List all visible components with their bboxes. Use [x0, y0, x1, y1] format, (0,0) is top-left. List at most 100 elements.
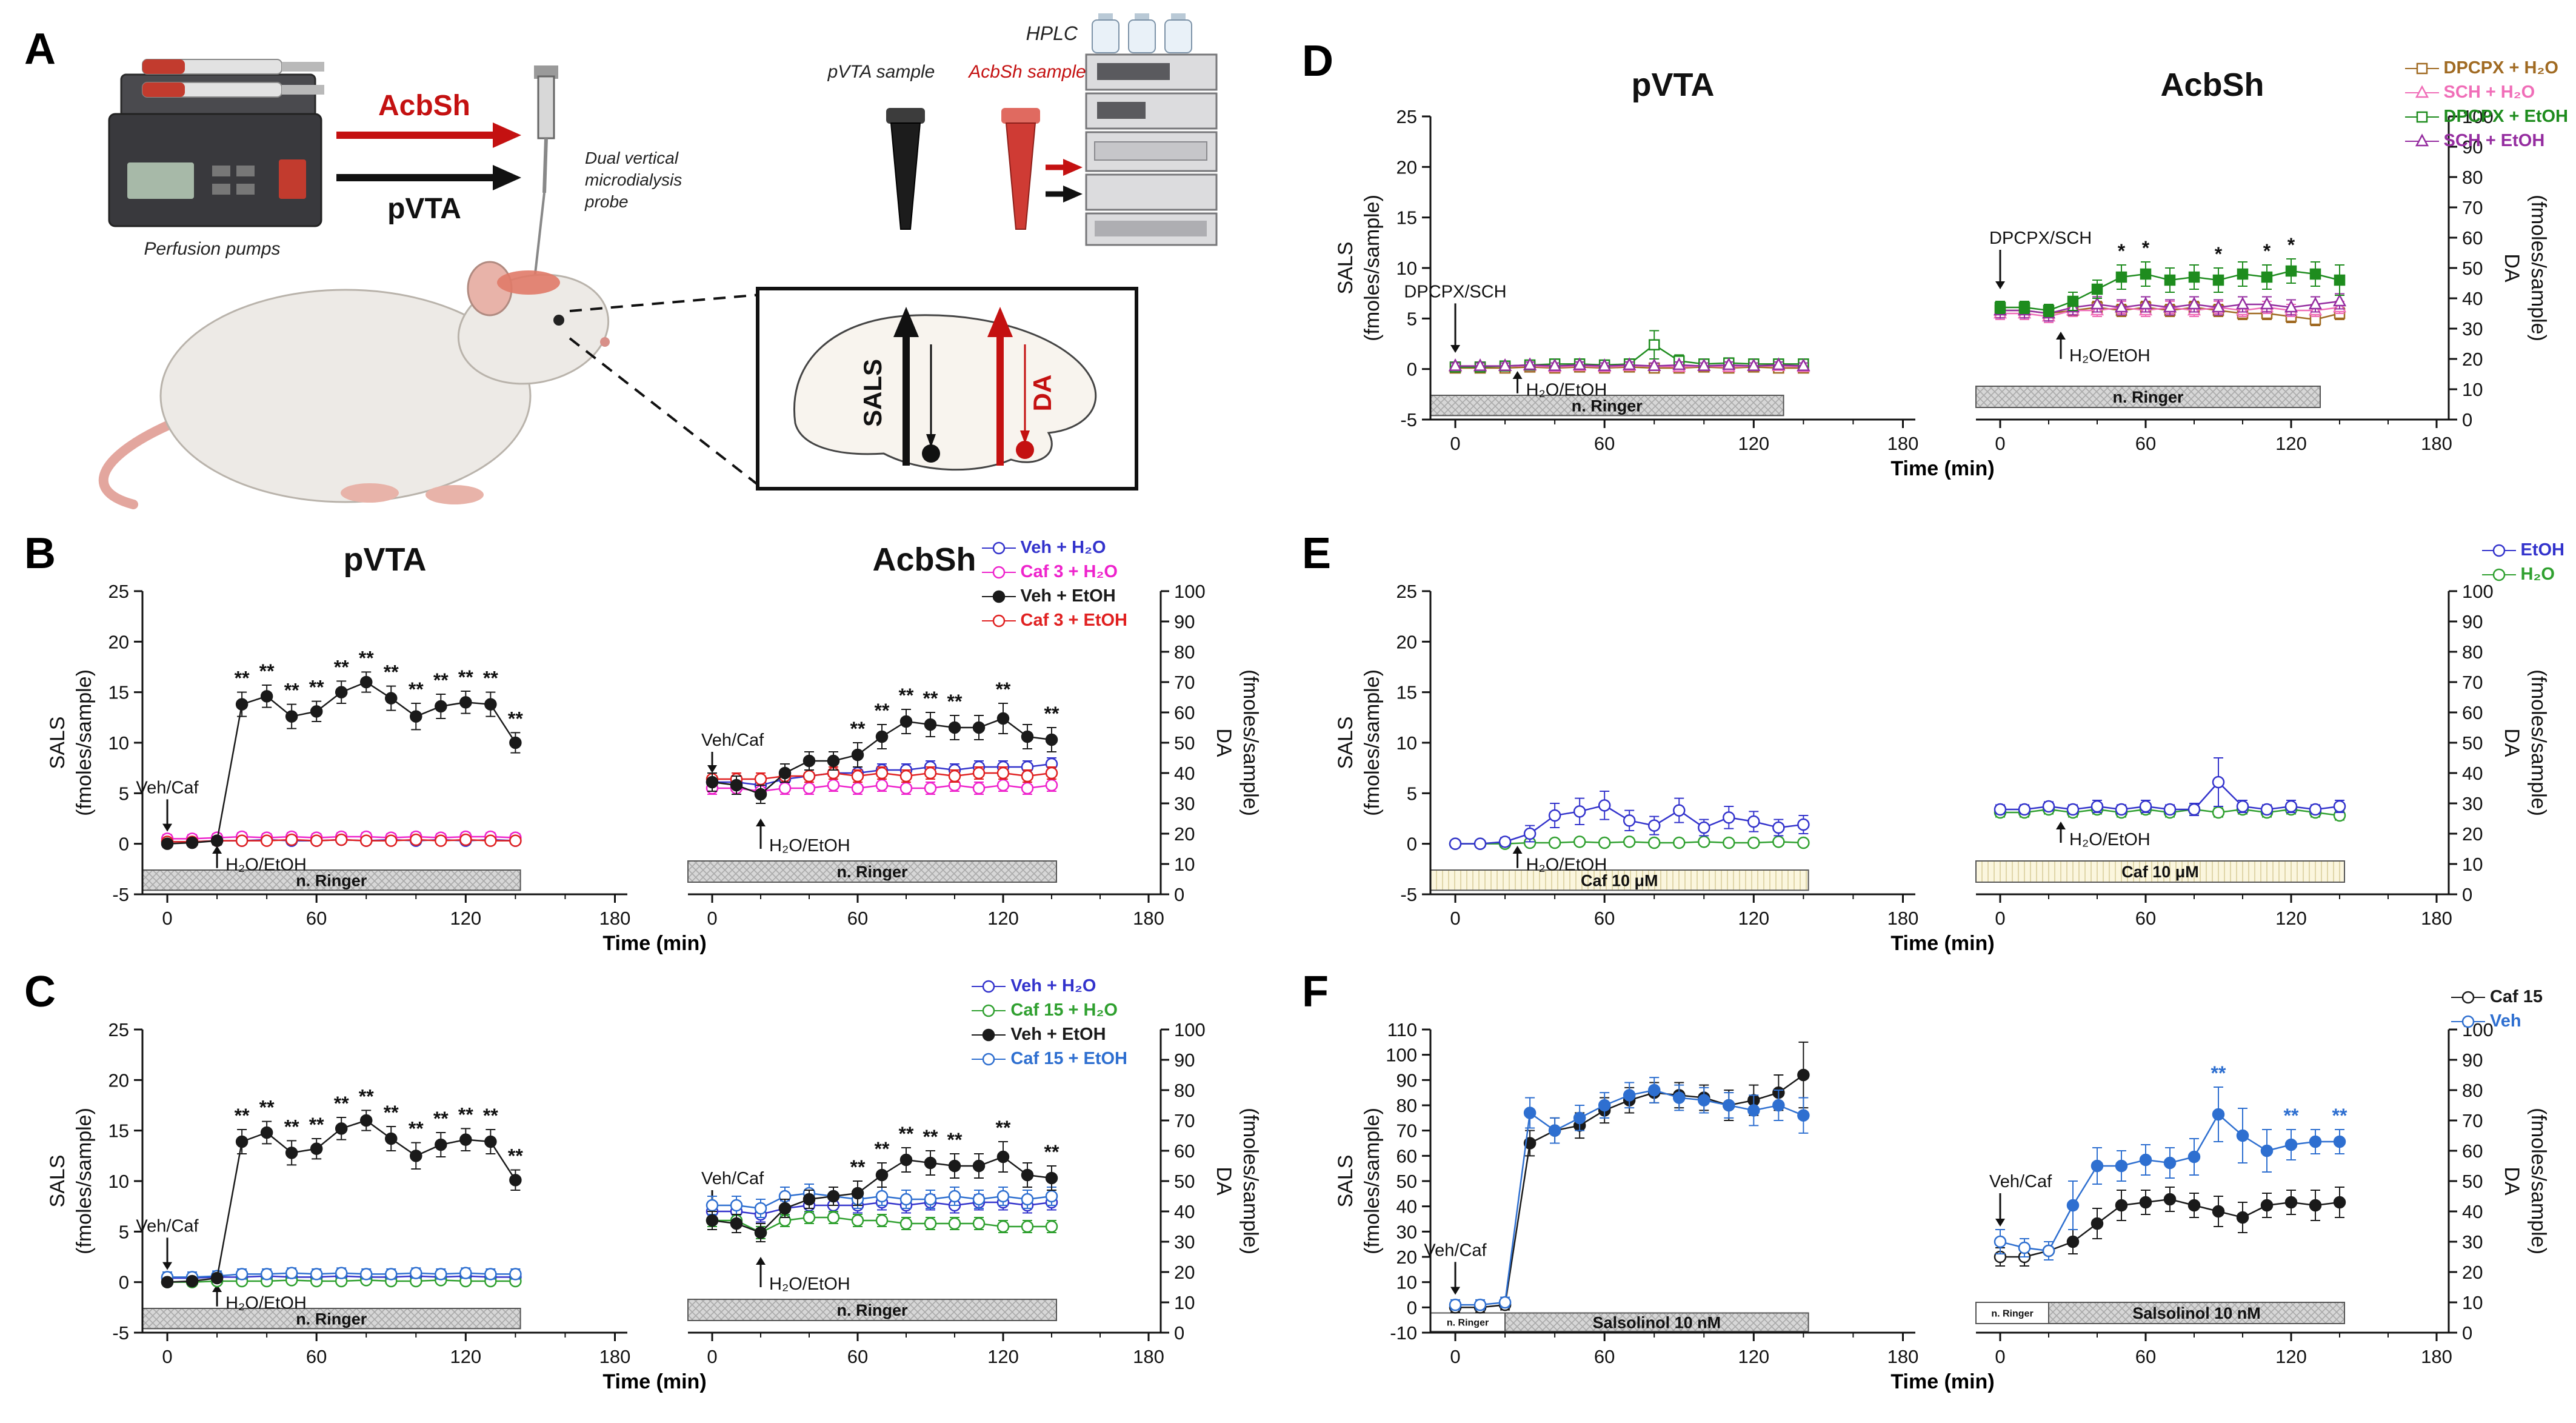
rat-illustration — [98, 261, 610, 509]
svg-text:180: 180 — [2421, 1346, 2452, 1367]
panel-f-charts: n. Ringer Salsolinol 10 nM 0 60 120 180 -10 0 10… — [1324, 981, 2561, 1405]
svg-text:10: 10 — [2462, 1292, 2483, 1313]
legend-item: Caf 15 + EtOH — [972, 1049, 1127, 1069]
svg-text:90: 90 — [2462, 1050, 2483, 1071]
svg-text:0: 0 — [1450, 433, 1460, 454]
x-axis-title-c: Time (min) — [602, 1370, 707, 1393]
acbsh-sample-label: AcbSh sample — [967, 62, 1086, 82]
svg-text:(fmoles/sample): (fmoles/sample) — [1361, 1108, 1384, 1254]
legend-item: Veh + EtOH — [972, 1025, 1127, 1045]
legend-label: Caf 3 + EtOH — [1020, 611, 1127, 630]
svg-text:**: ** — [483, 668, 498, 689]
svg-text:**: ** — [359, 1085, 374, 1107]
svg-text:**: ** — [508, 1145, 523, 1167]
svg-text:**: ** — [947, 1129, 963, 1151]
panel-letter-d: D — [1302, 37, 1333, 85]
svg-text:*: * — [2215, 243, 2223, 265]
brain-inset — [756, 287, 1138, 491]
svg-text:H₂O/EtOH: H₂O/EtOH — [769, 1274, 850, 1294]
svg-text:60: 60 — [1174, 702, 1195, 723]
svg-text:**: ** — [409, 678, 424, 700]
svg-text:(fmoles/sample): (fmoles/sample) — [1361, 195, 1384, 341]
svg-text:**: ** — [284, 1116, 299, 1137]
svg-text:180: 180 — [599, 908, 631, 929]
svg-text:110: 110 — [1387, 1019, 1417, 1040]
svg-text:30: 30 — [2462, 318, 2483, 340]
svg-text:0: 0 — [1174, 1322, 1184, 1344]
svg-text:60: 60 — [2135, 908, 2156, 929]
svg-text:180: 180 — [1887, 433, 1919, 454]
svg-text:**: ** — [850, 718, 866, 740]
svg-text:50: 50 — [2462, 732, 2483, 754]
x-axis-title-d: Time (min) — [1890, 457, 1995, 480]
svg-text:90: 90 — [1396, 1070, 1417, 1091]
zoom-dash-top — [569, 293, 761, 312]
x-axis-title-f: Time (min) — [1890, 1370, 1995, 1393]
legend-item: SCH + EtOH — [2404, 131, 2568, 151]
svg-text:Veh/Caf: Veh/Caf — [136, 1216, 199, 1236]
svg-text:90: 90 — [2462, 136, 2483, 158]
svg-text:**: ** — [334, 656, 349, 678]
svg-text:20: 20 — [2462, 349, 2483, 370]
svg-text:0: 0 — [1407, 834, 1417, 855]
svg-text:DA: DA — [1212, 1167, 1235, 1196]
x-axis-title-b: Time (min) — [602, 932, 707, 955]
svg-text:n. Ringer: n. Ringer — [1991, 1308, 2033, 1319]
svg-text:AcbSh: AcbSh — [2160, 68, 2264, 103]
svg-text:60: 60 — [847, 908, 868, 929]
svg-text:**: ** — [458, 1103, 473, 1125]
chart-f-sals: n. Ringer Salsolinol 10 nM 0 60 120 180 -10 0 10… — [1324, 981, 1930, 1399]
svg-text:120: 120 — [2275, 433, 2307, 454]
svg-text:10: 10 — [1174, 1292, 1195, 1313]
svg-text:20: 20 — [1174, 1262, 1195, 1283]
svg-text:SALS: SALS — [1334, 1155, 1357, 1208]
svg-text:**: ** — [899, 685, 914, 706]
svg-text:Caf 10 μM: Caf 10 μM — [1581, 871, 1658, 889]
svg-text:DPCPX/SCH: DPCPX/SCH — [1989, 229, 2092, 248]
svg-text:60: 60 — [1396, 1145, 1417, 1167]
svg-text:120: 120 — [987, 1346, 1019, 1367]
svg-text:30: 30 — [1174, 1231, 1195, 1253]
svg-text:40: 40 — [1174, 763, 1195, 784]
svg-text:Salsolinol 10 nM: Salsolinol 10 nM — [2132, 1304, 2261, 1322]
svg-text:60: 60 — [306, 908, 327, 929]
svg-text:SALS: SALS — [1334, 717, 1357, 769]
svg-text:60: 60 — [1594, 433, 1615, 454]
svg-text:80: 80 — [1174, 641, 1195, 663]
svg-text:60: 60 — [2462, 1140, 2483, 1162]
chart-svg-e_pvta: Caf 10 μM 0 60 120 180 -5 0 5 10 15 20 25 SALS (fmole… — [1334, 581, 1918, 929]
probe-label-line2: microdialysis — [585, 170, 682, 189]
legend-marker-icon — [981, 541, 1016, 554]
svg-text:20: 20 — [1396, 631, 1417, 652]
svg-text:DA: DA — [2500, 728, 2523, 757]
legend-label: SCH + EtOH — [2443, 131, 2545, 150]
panel-d-charts: pVTA n. Ringer 0 60 120 180 -5 0 5 10 15 20 25 SALS (f… — [1324, 58, 2568, 492]
pvta-sample-label: pVTA sample — [827, 62, 935, 82]
svg-text:**: ** — [850, 1156, 866, 1178]
svg-text:SALS: SALS — [46, 1155, 69, 1208]
svg-text:Caf 10 μM: Caf 10 μM — [2121, 863, 2199, 881]
perfusion-pump-icon — [108, 59, 324, 227]
panel-letter-b: B — [24, 529, 56, 578]
svg-text:20: 20 — [2462, 823, 2483, 845]
legend-item: Veh + H₂O — [981, 538, 1127, 558]
svg-text:Veh/Caf: Veh/Caf — [701, 1169, 764, 1188]
svg-text:(fmoles/sample): (fmoles/sample) — [73, 1108, 96, 1254]
svg-text:10: 10 — [108, 732, 129, 754]
svg-text:n. Ringer: n. Ringer — [836, 863, 907, 881]
legend-label: Caf 15 — [2489, 987, 2543, 1006]
svg-text:40: 40 — [2462, 1201, 2483, 1222]
chart-b-pvta: pVTA n. Ringer 0 60 120 180 -5 0 5 10 15 20 25 SALS (f… — [36, 541, 642, 961]
svg-text:0: 0 — [2462, 1322, 2472, 1344]
svg-text:H₂O/EtOH: H₂O/EtOH — [225, 1294, 307, 1313]
chart-svg-c_acbsh: n. Ringer 0 60 120 180 0 10 20 30 40 50 60 70 80 90 100… — [687, 1019, 1262, 1367]
svg-text:15: 15 — [108, 682, 129, 703]
svg-text:n. Ringer: n. Ringer — [836, 1301, 907, 1319]
svg-text:180: 180 — [2421, 908, 2452, 929]
svg-text:90: 90 — [2462, 611, 2483, 632]
svg-text:15: 15 — [108, 1120, 129, 1142]
svg-text:0: 0 — [162, 1346, 172, 1367]
svg-text:180: 180 — [2421, 433, 2452, 454]
legend-e: EtOH H₂O — [2481, 540, 2564, 584]
svg-text:15: 15 — [1396, 682, 1417, 703]
